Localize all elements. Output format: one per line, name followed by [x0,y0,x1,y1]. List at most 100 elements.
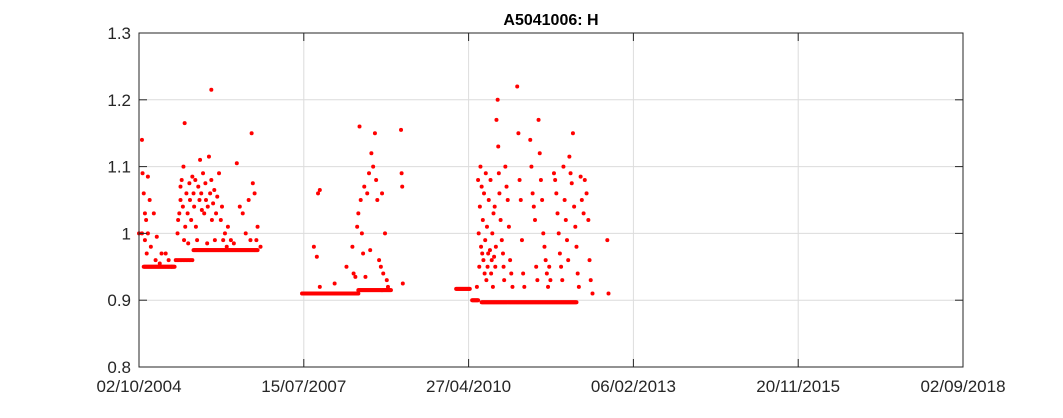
data-point [255,248,260,253]
data-point [383,231,388,236]
data-point [369,151,374,156]
data-point [192,204,197,209]
data-point [193,177,198,182]
data-point [553,177,558,182]
data-point [182,238,187,243]
data-point [237,204,242,209]
data-point [537,151,542,156]
data-point [501,264,506,269]
data-point [588,278,593,283]
data-point [157,261,162,266]
data-point [476,231,481,236]
data-point [353,274,358,279]
data-point [316,191,321,196]
data-point [385,284,390,289]
data-point [212,238,217,243]
x-tick-label: 20/11/2015 [756,377,840,396]
data-point [205,204,210,209]
data-point [378,264,383,269]
data-point [374,177,379,182]
data-point [206,154,211,159]
data-point [357,124,362,129]
data-point [476,177,481,182]
plot-frame [138,32,964,368]
data-point [542,244,547,249]
data-point [586,218,591,223]
data-point [485,264,490,269]
data-point [535,278,540,283]
data-point [356,291,361,296]
data-point [576,284,581,289]
data-point [217,171,222,176]
data-point [202,211,207,216]
data-point [517,177,522,182]
data-point [546,284,551,289]
data-point [250,181,255,186]
data-point [496,144,501,149]
data-point [606,291,611,296]
data-point [532,218,537,223]
data-point [572,204,577,209]
y-tick-label: 1.3 [107,24,131,43]
data-point [541,231,546,236]
data-point [574,244,579,249]
data-point [467,286,472,291]
data-point [498,218,503,223]
data-point [222,231,227,236]
data-point [221,238,226,243]
data-point [510,284,515,289]
data-point [190,174,195,179]
data-point [359,231,364,236]
x-tick-label: 02/09/2018 [920,377,1005,396]
data-point [516,131,521,136]
data-point [590,291,595,296]
data-point [140,171,145,176]
data-point [489,271,494,276]
data-point [180,204,185,209]
data-point [142,211,147,216]
data-point [400,281,405,286]
data-point [147,198,152,202]
data-point [361,251,366,256]
data-point [540,198,545,202]
data-point [480,251,485,256]
data-point [486,198,491,202]
data-point [479,184,484,189]
data-point [388,288,393,293]
data-point [201,171,206,176]
data-point [490,231,495,236]
data-point [193,224,198,229]
data-point [154,234,159,239]
data-point [521,271,526,276]
data-point [519,238,524,243]
y-tick-label: 0.8 [107,358,131,377]
data-point [570,131,575,136]
grid-lines [139,33,963,367]
data-point [566,258,571,263]
data-point [483,238,488,243]
y-tick-label: 1.2 [107,91,131,110]
data-point [166,258,171,263]
data-point [177,211,182,216]
data-point [561,164,566,169]
data-point [228,238,233,243]
data-point [218,218,223,223]
data-point [372,131,377,136]
data-point [578,174,583,179]
data-point [483,171,488,176]
data-point [205,241,210,246]
plot-area [139,33,963,367]
data-point [476,298,481,303]
data-point [224,244,229,249]
data-point [240,211,245,216]
data-point [515,84,520,89]
data-point [186,241,191,246]
data-point [493,264,498,269]
data-point [371,164,376,169]
data-point [557,251,562,256]
data-point [249,131,254,136]
data-point [208,191,213,196]
y-axis-tick-labels: 0.8 0.9 1 1.1 1.2 1.3 [107,24,131,377]
data-point [484,224,489,229]
data-point [562,198,567,202]
